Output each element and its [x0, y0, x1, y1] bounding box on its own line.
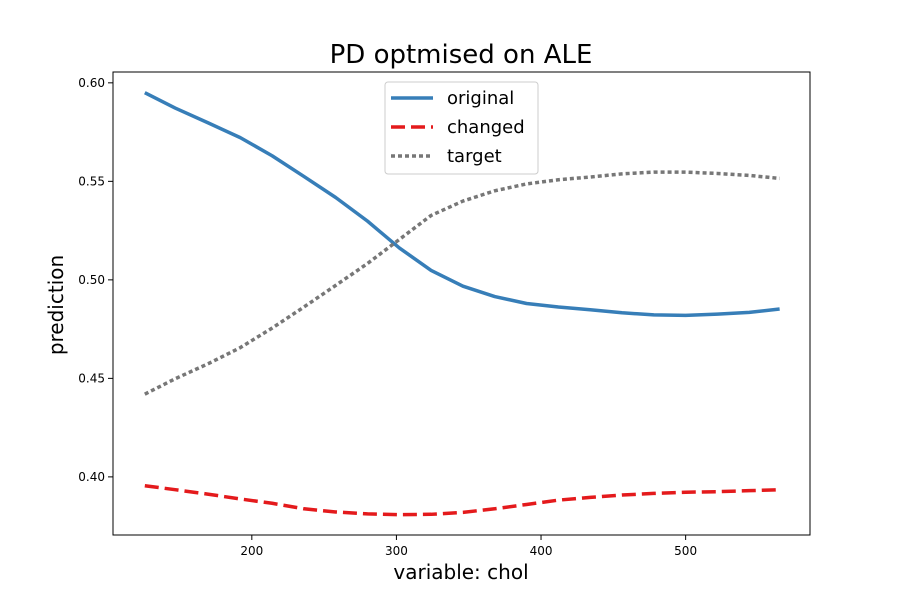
x-tick-label: 300 [385, 544, 408, 558]
x-tick-label: 200 [240, 544, 263, 558]
legend: original changed target [384, 81, 539, 175]
y-axis-label: prediction [44, 255, 68, 355]
chart-title: PD optmised on ALE [330, 40, 593, 70]
legend-label-target: target [447, 146, 502, 167]
legend-label-changed: changed [447, 117, 525, 138]
y-tick-label: 0.50 [78, 273, 105, 287]
y-tick-label: 0.45 [78, 371, 105, 385]
y-tick-label: 0.55 [78, 174, 105, 188]
plot-area: 200 300 400 500 0.40 0.45 0.50 0.55 0.60 [78, 71, 811, 558]
series-line-original [144, 91, 780, 318]
series-line-changed [144, 484, 780, 517]
x-axis-label: variable: chol [393, 560, 528, 584]
x-tick-label: 500 [674, 544, 697, 558]
legend-label-original: original [447, 88, 514, 109]
series-line-target [144, 170, 780, 396]
x-tick-label: 400 [530, 544, 553, 558]
axes-frame [112, 71, 811, 536]
y-tick-label: 0.40 [78, 470, 105, 484]
y-tick-label: 0.60 [78, 76, 105, 90]
legend-box [384, 81, 539, 175]
